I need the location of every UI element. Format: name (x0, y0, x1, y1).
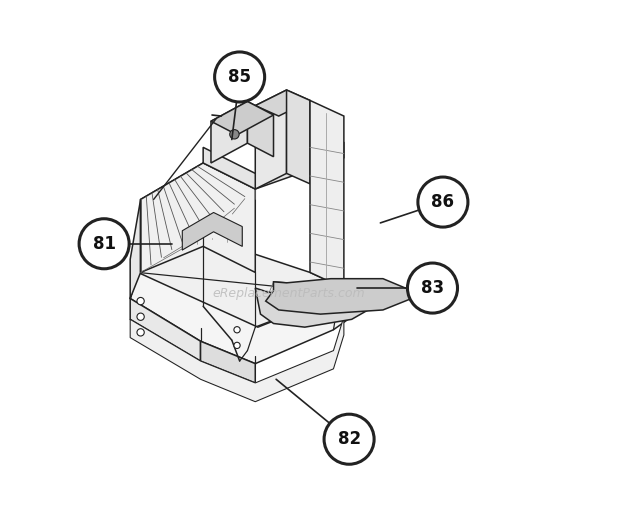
Circle shape (234, 326, 240, 333)
Text: 86: 86 (432, 193, 454, 211)
Polygon shape (141, 237, 344, 327)
Circle shape (137, 313, 144, 320)
Circle shape (230, 129, 239, 139)
Text: 81: 81 (92, 235, 115, 253)
Text: 85: 85 (228, 68, 251, 86)
Polygon shape (141, 163, 255, 272)
Circle shape (137, 329, 144, 336)
Polygon shape (255, 90, 310, 116)
Polygon shape (255, 283, 404, 327)
Polygon shape (255, 90, 286, 189)
Polygon shape (247, 102, 273, 157)
Text: 82: 82 (337, 430, 361, 448)
Polygon shape (200, 341, 255, 383)
Polygon shape (211, 102, 273, 135)
Polygon shape (286, 90, 310, 184)
Circle shape (137, 298, 144, 305)
Polygon shape (310, 101, 344, 288)
Circle shape (215, 52, 265, 102)
Polygon shape (130, 272, 352, 364)
Circle shape (79, 219, 129, 269)
Circle shape (418, 177, 468, 227)
Circle shape (324, 414, 374, 464)
Text: eReplacementParts.com: eReplacementParts.com (213, 287, 365, 300)
Polygon shape (182, 213, 242, 250)
Polygon shape (130, 200, 141, 299)
Polygon shape (130, 316, 344, 402)
Text: 83: 83 (421, 279, 444, 297)
Polygon shape (130, 299, 200, 361)
Polygon shape (211, 102, 247, 163)
Circle shape (234, 342, 240, 348)
Polygon shape (141, 163, 203, 272)
Circle shape (407, 263, 458, 313)
Polygon shape (266, 279, 412, 314)
Polygon shape (203, 142, 344, 189)
